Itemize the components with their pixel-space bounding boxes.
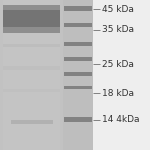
Bar [11,120,52,124]
Bar [3,4,60,33]
Bar [64,117,92,122]
Bar [3,0,60,150]
Text: 18 kDa: 18 kDa [102,88,134,98]
Bar [64,42,92,46]
Bar [3,10,60,27]
Bar [3,66,60,70]
Text: 14 4kDa: 14 4kDa [102,116,140,124]
Text: 35 kDa: 35 kDa [102,26,134,34]
Bar [93,0,150,150]
Bar [64,6,92,10]
Bar [3,89,60,92]
Text: 45 kDa: 45 kDa [102,4,134,14]
Bar [64,57,92,61]
Text: 25 kDa: 25 kDa [102,60,134,69]
Bar [64,72,92,76]
Bar [3,44,60,47]
Bar [0,0,93,150]
Bar [64,85,92,89]
Bar [63,0,93,150]
Bar [64,22,92,27]
